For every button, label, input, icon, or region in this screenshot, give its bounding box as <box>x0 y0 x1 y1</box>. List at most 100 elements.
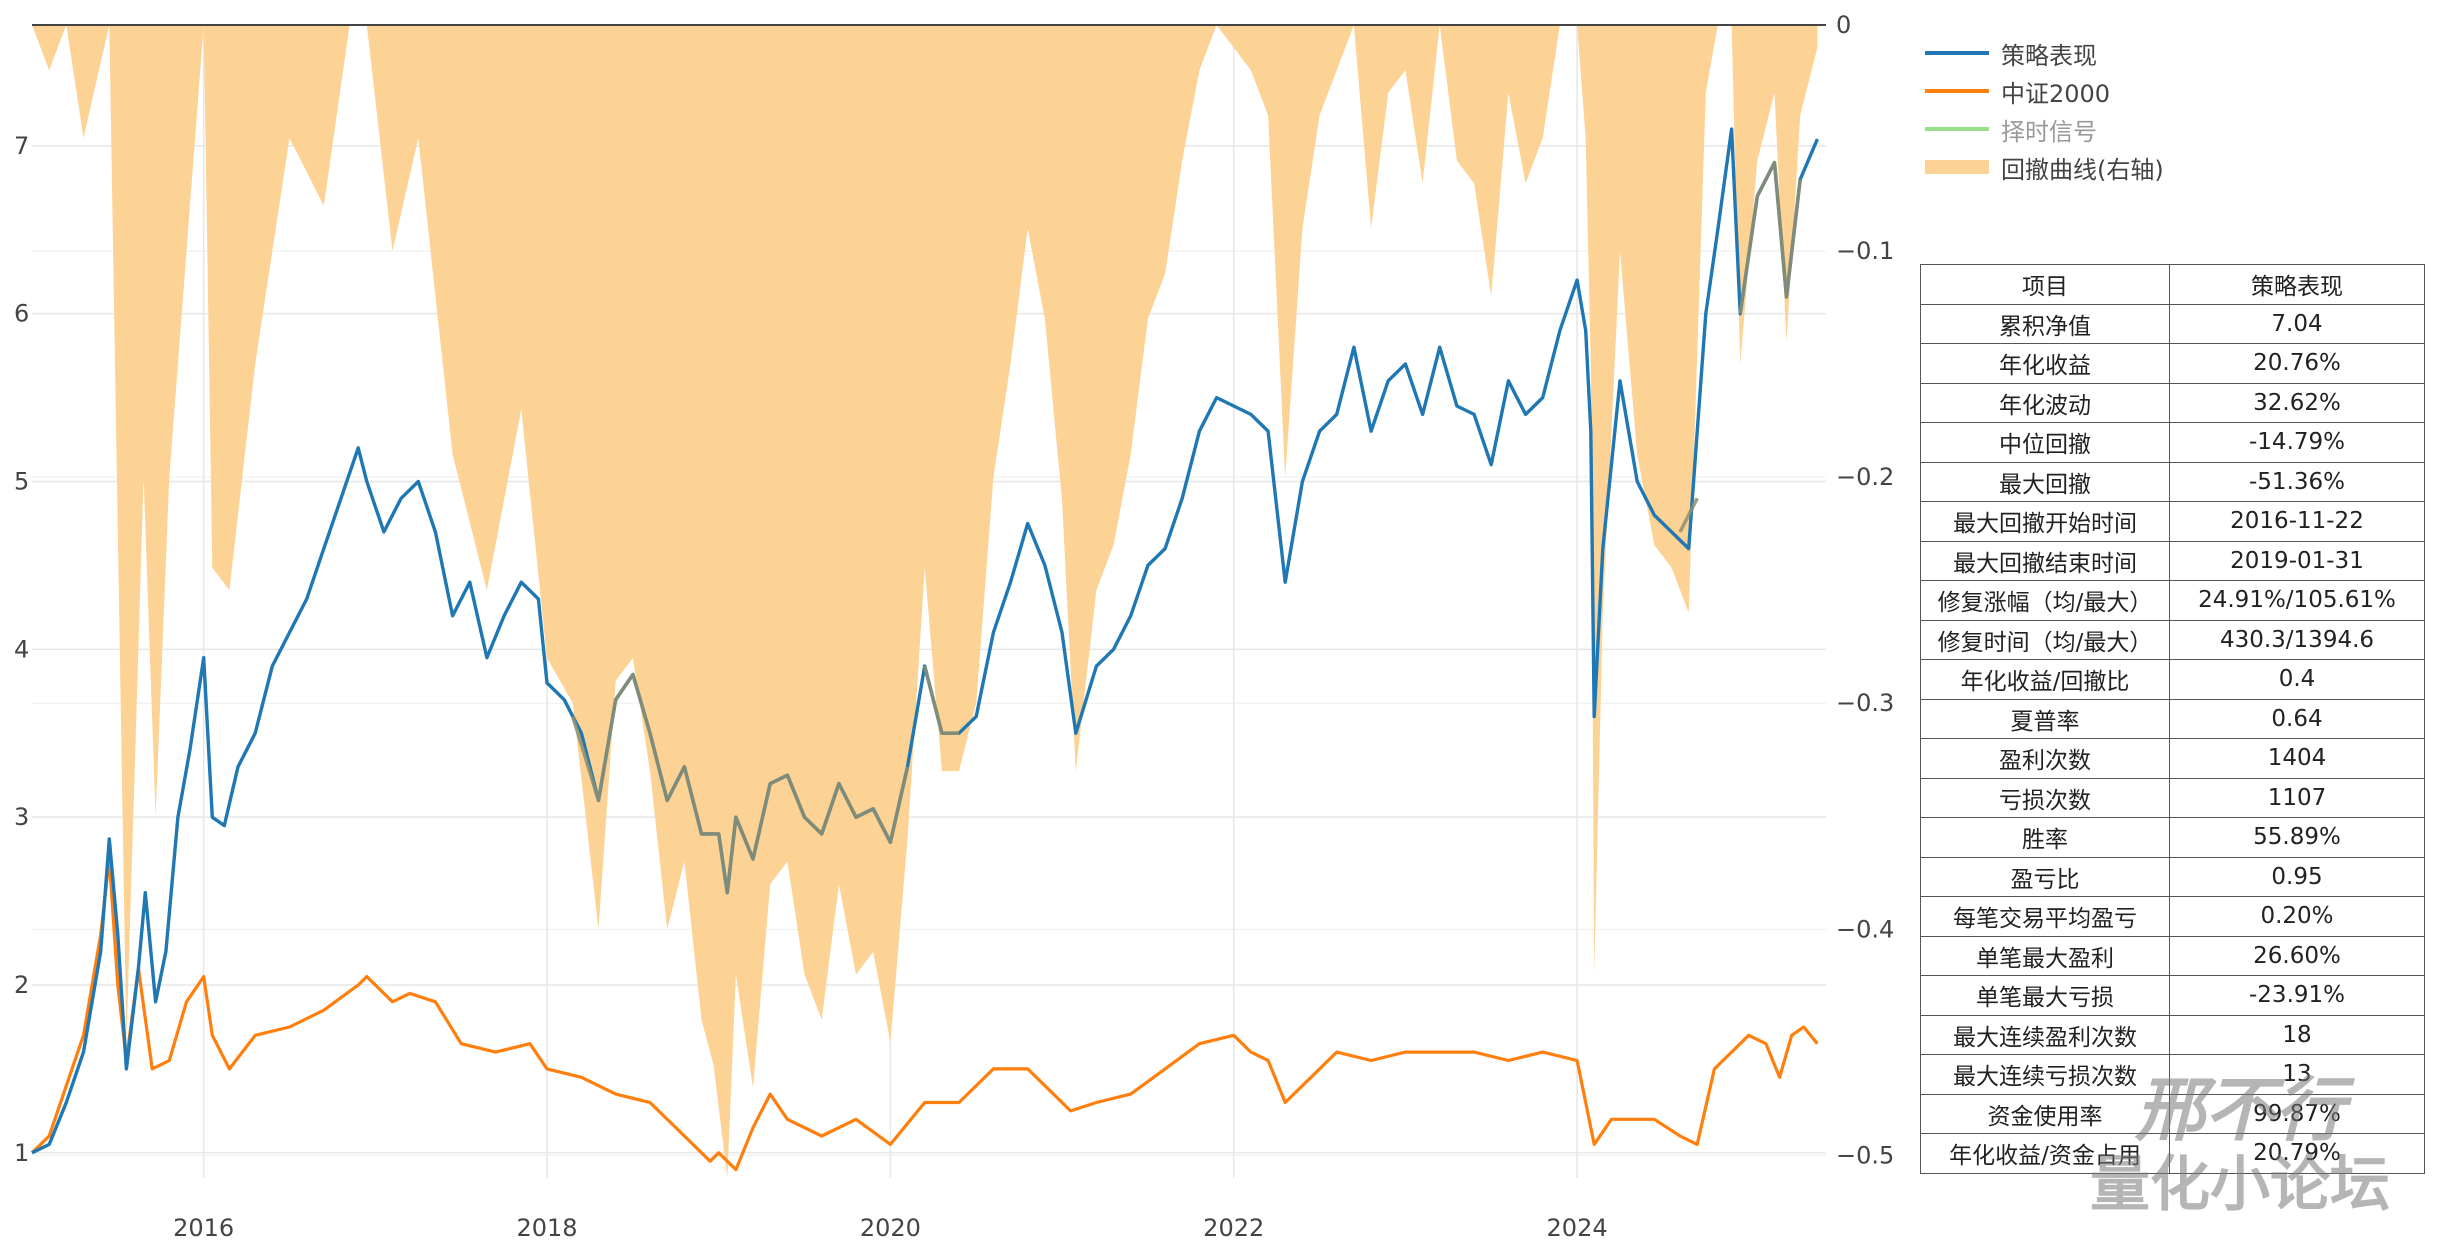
table-row: 年化波动 32.62% <box>1920 382 2425 423</box>
x-tick-label: 2024 <box>1547 1214 1608 1242</box>
y2-tick-label: −0.3 <box>1836 689 1894 717</box>
series-line-csi2000 <box>30 857 1819 1172</box>
series-line-timing-signal <box>1678 497 1699 533</box>
drawdown-area-layer <box>32 25 1818 1178</box>
y2-tick-label: −0.1 <box>1836 237 1894 265</box>
stats-metric-value: 0.95 <box>2169 856 2425 897</box>
stats-metric-label: 胜率 <box>1920 817 2170 858</box>
stats-header-row: 项目 策略表现 <box>1920 264 2425 305</box>
stats-metric-label: 每笔交易平均盈亏 <box>1920 896 2170 937</box>
x-tick-label: 2016 <box>173 1214 234 1242</box>
legend-swatch-drawdown <box>1925 160 1989 174</box>
y2-tick-label: −0.2 <box>1836 463 1894 491</box>
legend-label-csi2000: 中证2000 <box>2001 79 2111 108</box>
stats-metric-label: 亏损次数 <box>1920 777 2170 818</box>
legend: 策略表现 中证2000 择时信号 回撤曲线(右轴) <box>1925 34 2164 186</box>
stats-metric-value: 99.87% <box>2169 1093 2425 1134</box>
stats-metric-label: 年化收益/资金占用 <box>1920 1133 2170 1174</box>
table-row: 胜率 55.89% <box>1920 817 2425 858</box>
legend-label-strategy: 策略表现 <box>2001 41 2097 70</box>
y-tick-label: 6 <box>14 300 29 328</box>
table-row: 亏损次数 1107 <box>1920 777 2425 818</box>
table-row: 资金使用率 99.87% <box>1920 1093 2425 1134</box>
stats-metric-value: 13 <box>2169 1054 2425 1095</box>
y-tick-label: 3 <box>14 803 29 831</box>
stats-metric-value: 20.79% <box>2169 1133 2425 1174</box>
stats-header-item: 项目 <box>1920 264 2170 305</box>
stats-metric-label: 最大连续盈利次数 <box>1920 1014 2170 1055</box>
stats-table: 项目 策略表现 累积净值 7.04 年化收益 20.76% 年化波动 32.62% 中位回撤… <box>1920 264 2425 1174</box>
stats-metric-label: 盈利次数 <box>1920 738 2170 779</box>
line-layer <box>30 127 1819 1172</box>
table-row: 盈亏比 0.95 <box>1920 856 2425 897</box>
stats-metric-value: 32.62% <box>2169 382 2425 423</box>
stats-metric-value: -51.36% <box>2169 461 2425 502</box>
y-tick-label: 5 <box>14 468 29 496</box>
stats-metric-label: 最大连续亏损次数 <box>1920 1054 2170 1095</box>
stats-metric-value: 26.60% <box>2169 935 2425 976</box>
stats-body: 累积净值 7.04 年化收益 20.76% 年化波动 32.62% 中位回撤 -14.79% 最… <box>1920 303 2425 1174</box>
table-row: 最大连续盈利次数 18 <box>1920 1014 2425 1055</box>
legend-label-drawdown: 回撤曲线(右轴) <box>2001 155 2164 184</box>
stats-metric-label: 最大回撤结束时间 <box>1920 540 2170 581</box>
series-line-timing-signal <box>571 672 910 895</box>
stats-metric-value: 7.04 <box>2169 303 2425 344</box>
x-tick-label: 2020 <box>860 1214 921 1242</box>
stats-header-strategy: 策略表现 <box>2169 264 2425 305</box>
table-row: 年化收益/回撤比 0.4 <box>1920 659 2425 700</box>
y-tick-label: 4 <box>14 635 29 663</box>
y-tick-label: 1 <box>14 1139 29 1167</box>
stats-metric-label: 中位回撤 <box>1920 422 2170 463</box>
stats-metric-value: -23.91% <box>2169 975 2425 1016</box>
table-row: 最大连续亏损次数 13 <box>1920 1054 2425 1095</box>
table-row: 修复时间（均/最大） 430.3/1394.6 <box>1920 619 2425 660</box>
legend-swatch-strategy <box>1925 51 1989 55</box>
legend-item-timing-signal[interactable]: 择时信号 <box>1925 110 2164 148</box>
stats-metric-label: 夏普率 <box>1920 698 2170 739</box>
table-row: 年化收益/资金占用 20.79% <box>1920 1133 2425 1174</box>
x-tick-label: 2022 <box>1203 1214 1264 1242</box>
table-row: 累积净值 7.04 <box>1920 303 2425 344</box>
stats-metric-label: 单笔最大盈利 <box>1920 935 2170 976</box>
stats-metric-label: 累积净值 <box>1920 303 2170 344</box>
stats-metric-label: 年化收益/回撤比 <box>1920 659 2170 700</box>
stats-metric-value: 55.89% <box>2169 817 2425 858</box>
stats-metric-label: 年化波动 <box>1920 382 2170 423</box>
table-row: 每笔交易平均盈亏 0.20% <box>1920 896 2425 937</box>
table-row: 最大回撤结束时间 2019-01-31 <box>1920 540 2425 581</box>
legend-item-csi2000[interactable]: 中证2000 <box>1925 72 2164 110</box>
table-row: 年化收益 20.76% <box>1920 343 2425 384</box>
series-line-timing-signal <box>1738 160 1802 314</box>
stats-metric-value: 0.64 <box>2169 698 2425 739</box>
y2-tick-label: −0.4 <box>1836 915 1894 943</box>
stats-metric-value: 1107 <box>2169 777 2425 818</box>
y-tick-label: 2 <box>14 971 29 999</box>
table-row: 最大回撤开始时间 2016-11-22 <box>1920 501 2425 542</box>
legend-swatch-csi2000 <box>1925 89 1989 93</box>
table-row: 修复涨幅（均/最大） 24.91%/105.61% <box>1920 580 2425 621</box>
legend-label-timing-signal: 择时信号 <box>2001 117 2097 146</box>
stats-metric-value: 18 <box>2169 1014 2425 1055</box>
stats-metric-label: 盈亏比 <box>1920 856 2170 897</box>
table-row: 单笔最大亏损 -23.91% <box>1920 975 2425 1016</box>
stats-metric-value: 2019-01-31 <box>2169 540 2425 581</box>
table-row: 盈利次数 1404 <box>1920 738 2425 779</box>
stats-metric-label: 最大回撤开始时间 <box>1920 501 2170 542</box>
stats-metric-value: 24.91%/105.61% <box>2169 580 2425 621</box>
table-row: 最大回撤 -51.36% <box>1920 461 2425 502</box>
y2-tick-label: −0.5 <box>1836 1141 1894 1169</box>
series-line-timing-signal <box>922 665 959 735</box>
axis-layer: 1 2 3 4 5 6 7 0 −0.1 −0.2 −0.3 −0.4 −0.5 2016 2018 2020… <box>14 11 1894 1242</box>
legend-item-drawdown[interactable]: 回撤曲线(右轴) <box>1925 148 2164 186</box>
stats-metric-label: 修复时间（均/最大） <box>1920 619 2170 660</box>
stats-metric-label: 单笔最大亏损 <box>1920 975 2170 1016</box>
stats-metric-value: 20.76% <box>2169 343 2425 384</box>
x-tick-label: 2018 <box>516 1214 577 1242</box>
stats-metric-value: 1404 <box>2169 738 2425 779</box>
legend-item-strategy[interactable]: 策略表现 <box>1925 34 2164 72</box>
stats-metric-value: 0.20% <box>2169 896 2425 937</box>
y2-tick-label: 0 <box>1836 11 1851 39</box>
stats-metric-value: 2016-11-22 <box>2169 501 2425 542</box>
stats-metric-value: 0.4 <box>2169 659 2425 700</box>
